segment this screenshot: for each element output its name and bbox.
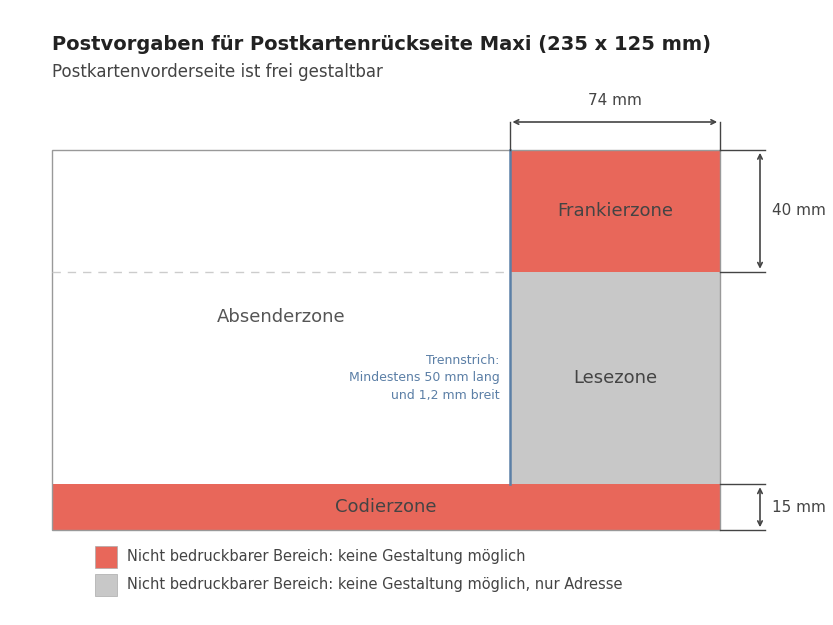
Bar — [95, 574, 117, 596]
Text: 15 mm: 15 mm — [772, 500, 826, 515]
Text: Absenderzone: Absenderzone — [217, 308, 345, 326]
Text: Frankierzone: Frankierzone — [556, 202, 673, 220]
Text: Trennstrich:
Mindestens 50 mm lang
und 1,2 mm breit: Trennstrich: Mindestens 50 mm lang und 1… — [349, 354, 500, 402]
Bar — [510, 150, 720, 272]
Bar — [510, 272, 720, 484]
Text: Postvorgaben für Postkartenrückseite Maxi (235 x 125 mm): Postvorgaben für Postkartenrückseite Max… — [52, 35, 711, 54]
Text: Postkartenvorderseite ist frei gestaltbar: Postkartenvorderseite ist frei gestaltba… — [52, 63, 383, 81]
Text: Codierzone: Codierzone — [335, 498, 436, 516]
Text: Nicht bedruckbarer Bereich: keine Gestaltung möglich, nur Adresse: Nicht bedruckbarer Bereich: keine Gestal… — [127, 578, 622, 592]
Bar — [95, 546, 117, 568]
Text: 40 mm: 40 mm — [772, 203, 826, 218]
Text: Nicht bedruckbarer Bereich: keine Gestaltung möglich: Nicht bedruckbarer Bereich: keine Gestal… — [127, 549, 526, 564]
Bar — [52, 484, 720, 530]
Text: 74 mm: 74 mm — [588, 93, 641, 108]
Bar — [52, 150, 720, 530]
Text: Lesezone: Lesezone — [573, 369, 657, 387]
Bar — [52, 150, 510, 484]
